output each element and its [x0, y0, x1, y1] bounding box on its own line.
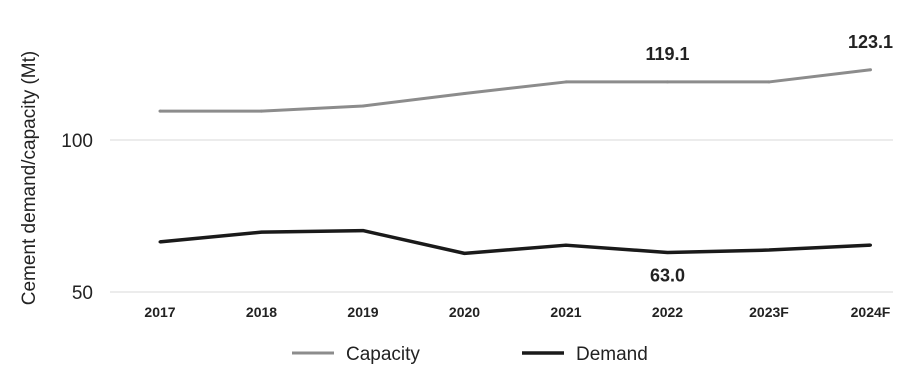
data-point-demand — [361, 229, 365, 233]
series-points — [158, 68, 872, 255]
data-point-capacity — [361, 104, 365, 108]
x-axis-ticks: 2017 2018 2019 2020 2021 2022 2023F 2024F — [144, 304, 890, 320]
data-point-demand — [158, 240, 162, 244]
legend-label-capacity: Capacity — [346, 344, 420, 365]
x-tick-label: 2022 — [652, 304, 683, 320]
x-tick-label: 2019 — [347, 304, 378, 320]
data-label: 123.1 — [848, 32, 893, 52]
data-point-demand — [767, 248, 771, 252]
gridlines — [110, 139, 893, 293]
data-point-capacity — [767, 80, 771, 84]
data-point-demand — [260, 230, 263, 234]
x-tick-label: 2020 — [449, 304, 480, 320]
x-tick-label: 2023F — [749, 304, 789, 320]
x-tick-label: 2018 — [246, 304, 277, 320]
series-line-capacity — [160, 68, 871, 113]
data-point-capacity — [158, 109, 162, 113]
data-point-capacity — [869, 68, 872, 72]
data-label: 119.1 — [645, 44, 689, 64]
data-point-capacity — [260, 109, 263, 113]
data-point-demand — [666, 250, 669, 254]
x-tick-label: 2021 — [550, 304, 581, 320]
y-axis-label: Cement demand/capacity (Mt) — [19, 51, 40, 306]
y-tick-label: 50 — [72, 283, 93, 304]
x-tick-label: 2017 — [144, 304, 175, 320]
data-point-demand — [564, 243, 568, 247]
data-point-capacity — [564, 80, 568, 84]
series-lines — [159, 68, 871, 256]
y-tick-label: 100 — [61, 131, 93, 152]
series-line-demand — [159, 228, 871, 256]
x-tick-label: 2024F — [851, 304, 891, 320]
legend-label-demand: Demand — [576, 344, 648, 365]
data-point-demand — [869, 243, 872, 247]
data-label: 63.0 — [650, 265, 685, 285]
legend: Capacity Demand — [292, 344, 648, 365]
data-point-capacity — [463, 91, 466, 95]
data-labels: 119.1 123.1 63.0 — [645, 32, 893, 286]
y-axis-ticks: 50 100 — [61, 131, 93, 304]
data-point-demand — [463, 251, 466, 255]
data-point-capacity — [666, 80, 669, 84]
